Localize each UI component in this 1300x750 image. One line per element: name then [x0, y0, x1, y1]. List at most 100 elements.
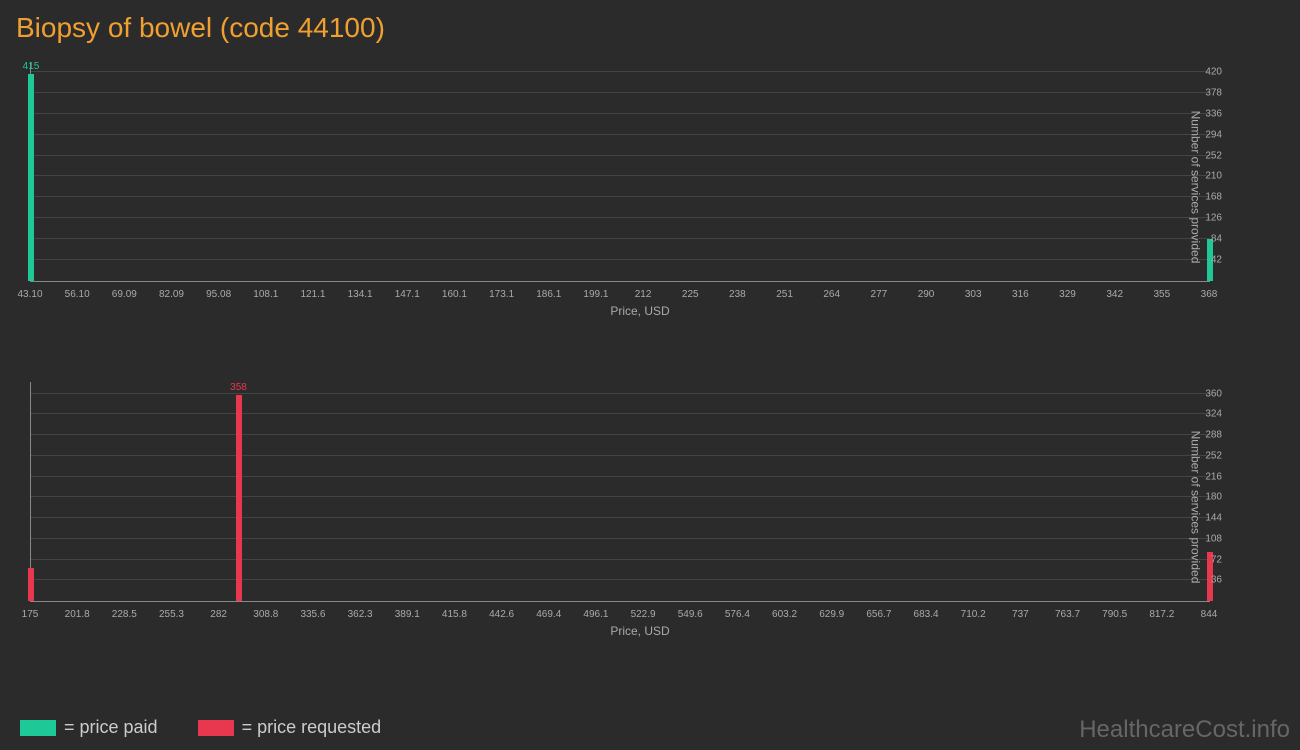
- x-tick: 656.7: [866, 609, 891, 620]
- bar-value-label: 358: [230, 382, 247, 393]
- x-axis-label-1: Price, USD: [610, 304, 669, 318]
- y-tick: 84: [1211, 234, 1222, 245]
- bar: [28, 74, 34, 281]
- x-tick: 844: [1201, 609, 1218, 620]
- x-tick: 121.1: [300, 289, 325, 300]
- x-tick: 335.6: [300, 609, 325, 620]
- x-tick: 43.10: [17, 289, 42, 300]
- x-tick: 264: [823, 289, 840, 300]
- y-tick: 288: [1205, 430, 1222, 441]
- y-tick: 210: [1205, 171, 1222, 182]
- x-tick: 173.1: [489, 289, 514, 300]
- legend-label-paid: = price paid: [64, 717, 158, 738]
- x-tick: 201.8: [65, 609, 90, 620]
- x-tick: 316: [1012, 289, 1029, 300]
- gridline: [31, 113, 1210, 114]
- bar: [28, 568, 34, 601]
- x-tick: 817.2: [1149, 609, 1174, 620]
- x-tick: 225: [682, 289, 699, 300]
- x-tick: 238: [729, 289, 746, 300]
- x-tick: 303: [965, 289, 982, 300]
- legend: = price paid = price requested: [20, 717, 381, 738]
- legend-item-requested: = price requested: [198, 717, 382, 738]
- y-tick: 324: [1205, 409, 1222, 420]
- gridline: [31, 238, 1210, 239]
- x-axis-label-2: Price, USD: [610, 624, 669, 638]
- x-tick: 415.8: [442, 609, 467, 620]
- x-tick: 186.1: [536, 289, 561, 300]
- price-requested-chart: 358 Price, USD Number of services provid…: [20, 372, 1260, 642]
- gridline: [31, 393, 1210, 394]
- plot-area-1: 415: [30, 62, 1210, 282]
- x-tick: 389.1: [395, 609, 420, 620]
- x-tick: 277: [871, 289, 888, 300]
- y-tick: 180: [1205, 492, 1222, 503]
- x-tick: 255.3: [159, 609, 184, 620]
- x-tick: 355: [1153, 289, 1170, 300]
- y-tick: 42: [1211, 255, 1222, 266]
- x-tick: 308.8: [253, 609, 278, 620]
- x-tick: 290: [918, 289, 935, 300]
- y-tick: 72: [1211, 554, 1222, 565]
- y-tick: 378: [1205, 87, 1222, 98]
- x-tick: 629.9: [819, 609, 844, 620]
- gridline: [31, 455, 1210, 456]
- gridline: [31, 155, 1210, 156]
- x-tick: 368: [1201, 289, 1218, 300]
- x-tick: 82.09: [159, 289, 184, 300]
- gridline: [31, 538, 1210, 539]
- y-tick: 336: [1205, 108, 1222, 119]
- x-tick: 251: [776, 289, 793, 300]
- x-tick: 134.1: [348, 289, 373, 300]
- gridline: [31, 496, 1210, 497]
- y-tick: 252: [1205, 450, 1222, 461]
- y-tick: 216: [1205, 471, 1222, 482]
- legend-swatch-paid: [20, 720, 56, 736]
- gridline: [31, 476, 1210, 477]
- legend-label-requested: = price requested: [242, 717, 382, 738]
- gridline: [31, 71, 1210, 72]
- x-tick: 522.9: [631, 609, 656, 620]
- gridline: [31, 517, 1210, 518]
- price-paid-chart: 415 Price, USD Number of services provid…: [20, 52, 1260, 322]
- x-tick: 147.1: [395, 289, 420, 300]
- x-tick: 683.4: [914, 609, 939, 620]
- x-tick: 737: [1012, 609, 1029, 620]
- y-tick: 108: [1205, 533, 1222, 544]
- x-tick: 95.08: [206, 289, 231, 300]
- x-tick: 496.1: [583, 609, 608, 620]
- gridline: [31, 196, 1210, 197]
- x-tick: 342: [1106, 289, 1123, 300]
- x-tick: 56.10: [65, 289, 90, 300]
- y-tick: 126: [1205, 213, 1222, 224]
- y-axis-label-1: Number of services provided: [1189, 111, 1203, 264]
- x-tick: 69.09: [112, 289, 137, 300]
- y-tick: 360: [1205, 388, 1222, 399]
- x-tick: 228.5: [112, 609, 137, 620]
- y-tick: 144: [1205, 513, 1222, 524]
- x-tick: 212: [635, 289, 652, 300]
- gridline: [31, 579, 1210, 580]
- x-tick: 362.3: [348, 609, 373, 620]
- gridline: [31, 259, 1210, 260]
- x-tick: 763.7: [1055, 609, 1080, 620]
- gridline: [31, 434, 1210, 435]
- x-tick: 790.5: [1102, 609, 1127, 620]
- gridline: [31, 217, 1210, 218]
- gridline: [31, 413, 1210, 414]
- x-tick: 175: [22, 609, 39, 620]
- x-tick: 108.1: [253, 289, 278, 300]
- x-tick: 549.6: [678, 609, 703, 620]
- gridline: [31, 92, 1210, 93]
- legend-item-paid: = price paid: [20, 717, 158, 738]
- plot-area-2: 358: [30, 382, 1210, 602]
- gridline: [31, 175, 1210, 176]
- y-axis-label-2: Number of services provided: [1189, 431, 1203, 584]
- x-tick: 160.1: [442, 289, 467, 300]
- y-tick: 294: [1205, 129, 1222, 140]
- x-tick: 282: [210, 609, 227, 620]
- x-tick: 576.4: [725, 609, 750, 620]
- y-tick: 36: [1211, 575, 1222, 586]
- watermark: HealthcareCost.info: [1079, 716, 1290, 744]
- x-tick: 199.1: [583, 289, 608, 300]
